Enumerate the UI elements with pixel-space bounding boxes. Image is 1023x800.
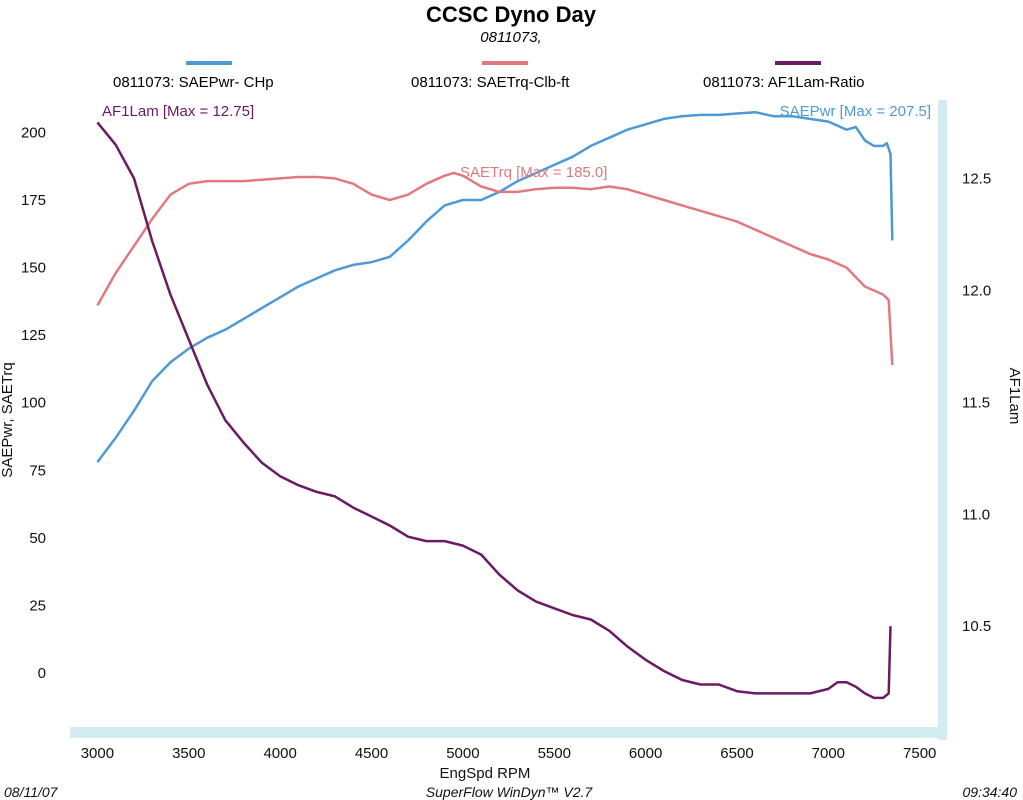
y-right-tick-label: 12.5 [962,170,991,187]
footer-time: 09:34:40 [963,784,1018,800]
y-right-tick-label: 12.0 [962,282,991,299]
afr-max-label: AF1Lam [Max = 12.75] [102,103,254,120]
series-line-power [96,110,894,463]
plot-frame-right [938,100,947,740]
legend-label-afr: 0811073: AF1Lam-Ratio [703,74,865,91]
y-left-tick-label: 100 [21,395,46,412]
power-max-label: SAEPwr [Max = 207.5] [780,103,931,120]
x-tick-label: 6000 [629,745,662,762]
y-right-tick-label: 10.5 [962,618,991,635]
plot-frame-bottom [70,727,947,738]
legend-label-power: 0811073: SAEPwr- CHp [113,74,274,91]
series-lines [96,110,894,700]
y-left-axis-ticks: 0 25 50 75 100 125 150 175 200 [21,124,46,682]
torque-max-label: SAETrq [Max = 185.0] [460,164,607,181]
y-left-tick-label: 125 [21,327,46,344]
footer-date: 08/11/07 [4,784,59,800]
x-tick-label: 6500 [720,745,753,762]
plot-frame [70,100,947,740]
x-axis-ticks: 3000 3500 4000 4500 5000 5500 6000 6500 7000 7500 [81,745,937,762]
y-left-tick-label: 25 [29,597,46,614]
legend: 0811073: SAEPwr- CHp 0811073: SAETrq-Clb… [113,61,865,91]
chart-subtitle: 0811073, [480,29,541,46]
y-right-axis-label: AF1Lam [1006,368,1023,425]
x-tick-label: 5000 [446,745,479,762]
x-tick-label: 5500 [538,745,571,762]
y-right-tick-label: 11.0 [962,506,990,523]
y-left-tick-label: 200 [21,124,46,141]
y-right-tick-label: 11.5 [962,394,990,411]
y-left-tick-label: 175 [21,192,46,209]
y-left-tick-label: 150 [21,260,46,277]
x-axis-label: EngSpd RPM [440,765,531,782]
y-left-tick-label: 75 [29,462,46,479]
y-left-tick-label: 0 [38,665,46,682]
y-left-tick-label: 50 [29,530,46,547]
series-line-torque [96,171,894,365]
footer-software: SuperFlow WinDyn™ V2.7 [426,784,594,800]
x-tick-label: 7500 [903,745,936,762]
x-tick-label: 3000 [81,745,114,762]
x-tick-label: 4500 [355,745,388,762]
y-right-axis-ticks: 10.5 11.0 11.5 12.0 12.5 [962,170,991,635]
legend-label-torque: 0811073: SAETrq-Clb-ft [411,74,570,91]
series-line-afr [96,121,892,700]
x-tick-label: 3500 [172,745,205,762]
x-tick-label: 4000 [263,745,296,762]
chart-title: CCSC Dyno Day [426,2,597,27]
x-tick-label: 7000 [812,745,845,762]
y-left-axis-label: SAEPwr, SAETrq [0,362,16,477]
